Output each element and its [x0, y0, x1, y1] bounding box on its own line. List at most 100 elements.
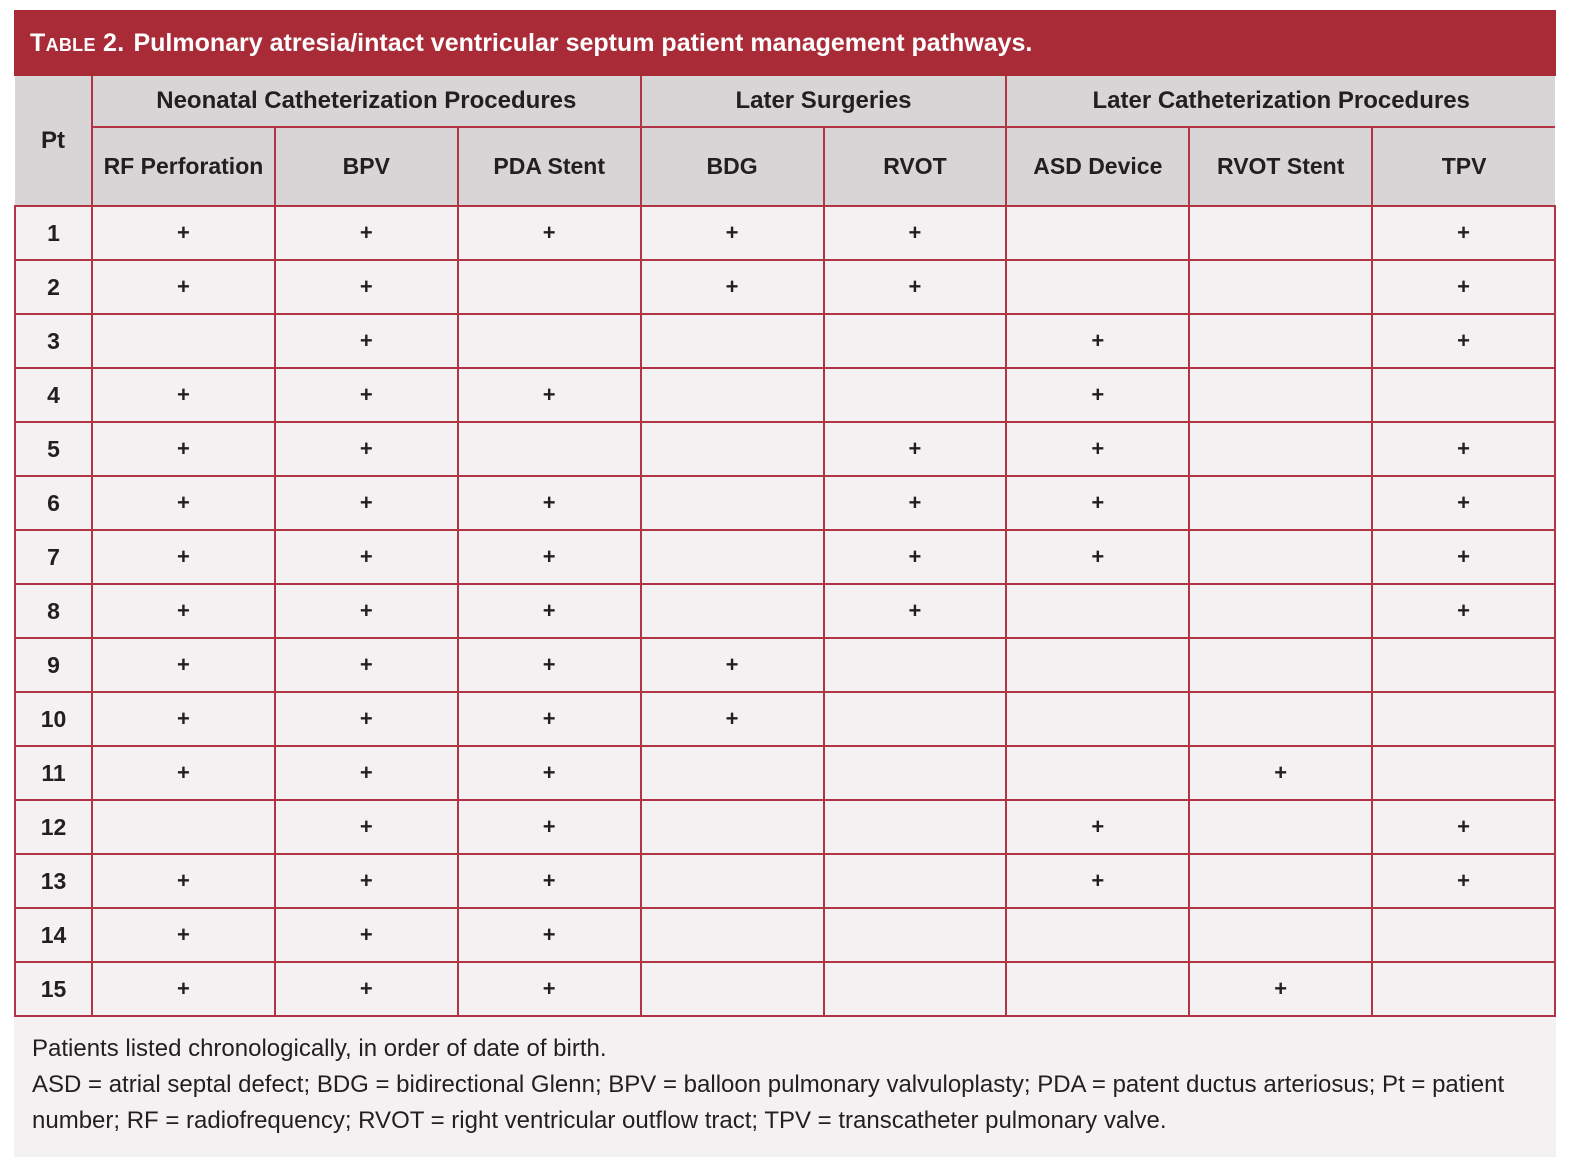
- table-row: 9 + + + +: [14, 637, 1556, 693]
- empty-cell: [1188, 421, 1374, 477]
- plus-cell: +: [273, 529, 459, 585]
- plus-cell: +: [91, 907, 276, 963]
- table-figure: Table 2. Pulmonary atresia/intact ventri…: [14, 10, 1556, 1157]
- plus-cell: +: [639, 259, 825, 315]
- plus-cell: +: [822, 421, 1008, 477]
- empty-cell: [1188, 799, 1374, 855]
- empty-cell: [1188, 205, 1374, 261]
- plus-cell: +: [273, 853, 459, 909]
- plus-cell: +: [91, 853, 276, 909]
- plus-cell: +: [639, 637, 825, 693]
- empty-cell: [1005, 907, 1191, 963]
- plus-cell: +: [1005, 529, 1191, 585]
- col-group-neonatal-catheterization: Neonatal Catheterization Procedures: [91, 76, 642, 128]
- table-row: 4 + + + +: [14, 367, 1556, 423]
- patient-number: 11: [14, 745, 93, 801]
- plus-cell: +: [1371, 259, 1556, 315]
- plus-cell: +: [273, 691, 459, 747]
- plus-cell: +: [1371, 421, 1556, 477]
- empty-cell: [639, 313, 825, 369]
- plus-cell: +: [1371, 799, 1556, 855]
- empty-cell: [456, 421, 642, 477]
- empty-cell: [1371, 637, 1556, 693]
- empty-cell: [1188, 907, 1374, 963]
- plus-cell: +: [456, 853, 642, 909]
- plus-cell: +: [1005, 421, 1191, 477]
- table-row: 14 + + +: [14, 907, 1556, 963]
- plus-cell: +: [273, 259, 459, 315]
- table-title-bar: Table 2. Pulmonary atresia/intact ventri…: [14, 10, 1556, 76]
- empty-cell: [456, 259, 642, 315]
- plus-cell: +: [822, 475, 1008, 531]
- empty-cell: [639, 367, 825, 423]
- plus-cell: +: [1005, 853, 1191, 909]
- col-header-pt: Pt: [15, 76, 93, 207]
- col-header-pda-stent: PDA Stent: [456, 127, 642, 207]
- plus-cell: +: [456, 475, 642, 531]
- table-row: 11 + + + +: [14, 745, 1556, 801]
- table-row: 12 + + + +: [14, 799, 1556, 855]
- empty-cell: [822, 745, 1008, 801]
- empty-cell: [1188, 583, 1374, 639]
- col-header-asd-device: ASD Device: [1005, 127, 1191, 207]
- patient-number: 10: [14, 691, 93, 747]
- plus-cell: +: [91, 637, 276, 693]
- empty-cell: [639, 421, 825, 477]
- empty-cell: [1005, 205, 1191, 261]
- plus-cell: +: [456, 583, 642, 639]
- col-header-bdg: BDG: [639, 127, 825, 207]
- empty-cell: [1005, 961, 1191, 1017]
- plus-cell: +: [456, 745, 642, 801]
- plus-cell: +: [639, 205, 825, 261]
- plus-cell: +: [1371, 205, 1556, 261]
- empty-cell: [822, 313, 1008, 369]
- empty-cell: [456, 313, 642, 369]
- plus-cell: +: [273, 907, 459, 963]
- plus-cell: +: [456, 637, 642, 693]
- plus-cell: +: [91, 205, 276, 261]
- table-row: 13 + + + + +: [14, 853, 1556, 909]
- table-row: 6 + + + + + +: [14, 475, 1556, 531]
- patient-number: 5: [14, 421, 93, 477]
- table-row: 7 + + + + + +: [14, 529, 1556, 585]
- plus-cell: +: [273, 367, 459, 423]
- management-pathways-table: Pt Neonatal Catheterization Procedures L…: [14, 76, 1556, 1017]
- empty-cell: [822, 907, 1008, 963]
- plus-cell: +: [1005, 367, 1191, 423]
- empty-cell: [639, 853, 825, 909]
- patient-number: 7: [14, 529, 93, 585]
- col-header-tpv: TPV: [1371, 127, 1555, 207]
- plus-cell: +: [91, 583, 276, 639]
- empty-cell: [1005, 583, 1191, 639]
- plus-cell: +: [91, 259, 276, 315]
- plus-cell: +: [456, 907, 642, 963]
- table-title: Pulmonary atresia/intact ventricular sep…: [133, 28, 1033, 57]
- plus-cell: +: [1188, 961, 1374, 1017]
- empty-cell: [639, 799, 825, 855]
- plus-cell: +: [273, 421, 459, 477]
- plus-cell: +: [456, 691, 642, 747]
- column-header-row: RF Perforation BPV PDA Stent BDG RVOT AS…: [15, 127, 1555, 207]
- patient-number: 4: [14, 367, 93, 423]
- empty-cell: [1371, 907, 1556, 963]
- plus-cell: +: [456, 799, 642, 855]
- col-group-later-surgeries: Later Surgeries: [639, 76, 1008, 128]
- plus-cell: +: [822, 583, 1008, 639]
- patient-number: 12: [14, 799, 93, 855]
- col-header-rvot-stent: RVOT Stent: [1188, 127, 1374, 207]
- plus-cell: +: [273, 475, 459, 531]
- plus-cell: +: [91, 691, 276, 747]
- patient-number: 6: [14, 475, 93, 531]
- plus-cell: +: [91, 421, 276, 477]
- patient-number: 8: [14, 583, 93, 639]
- plus-cell: +: [456, 367, 642, 423]
- plus-cell: +: [1371, 583, 1556, 639]
- plus-cell: +: [639, 691, 825, 747]
- empty-cell: [91, 799, 276, 855]
- plus-cell: +: [456, 205, 642, 261]
- col-group-later-catheterization: Later Catheterization Procedures: [1005, 76, 1555, 128]
- empty-cell: [639, 961, 825, 1017]
- plus-cell: +: [273, 313, 459, 369]
- table-row: 8 + + + + +: [14, 583, 1556, 639]
- plus-cell: +: [273, 799, 459, 855]
